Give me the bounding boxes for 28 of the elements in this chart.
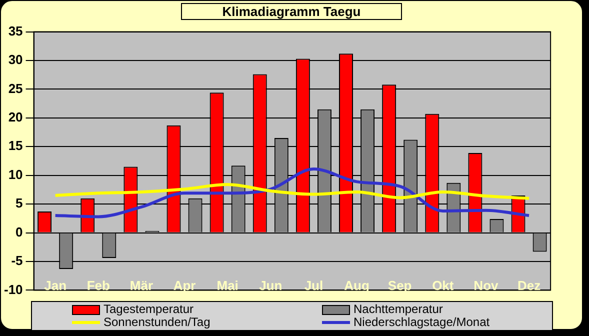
y-tick-label: 5: [16, 196, 23, 211]
line-series: [54, 168, 531, 218]
line-series: [54, 183, 531, 200]
x-tick-label: Jul: [304, 278, 324, 294]
x-tick-label: Okt: [432, 278, 454, 294]
legend-label: Niederschlagstage/Monat: [354, 315, 490, 329]
x-tick-label: Apr: [173, 278, 196, 294]
x-tick-label: Nov: [474, 278, 500, 294]
y-tick-label: 15: [8, 138, 23, 154]
x-tick-label: Jun: [259, 278, 282, 294]
legend-label: Nachttemperatur: [354, 302, 443, 316]
chart-title: Klimadiagramm Taegu: [181, 3, 402, 20]
x-tick-label: Jan: [44, 278, 67, 294]
legend-label: Sonnenstunden/Tag: [104, 315, 210, 329]
x-tick-label: Mai: [216, 278, 238, 294]
y-tick-label: 25: [8, 80, 23, 96]
x-tick-label: Sep: [388, 278, 412, 294]
y-tick-label: 10: [8, 166, 23, 182]
x-tick-label: Mär: [130, 278, 154, 294]
y-tick-label: 20: [8, 110, 23, 125]
x-tick-label: Dez: [517, 278, 542, 294]
legend-label: Tagestemperatur: [104, 302, 194, 316]
y-tick-label: 0: [16, 224, 23, 240]
y-tick-label: 30: [8, 52, 23, 68]
y-tick-label: -5: [11, 253, 23, 268]
y-tick-label: 35: [8, 23, 23, 38]
x-tick-label: Feb: [86, 278, 110, 294]
y-tick-label: -10: [4, 282, 23, 297]
